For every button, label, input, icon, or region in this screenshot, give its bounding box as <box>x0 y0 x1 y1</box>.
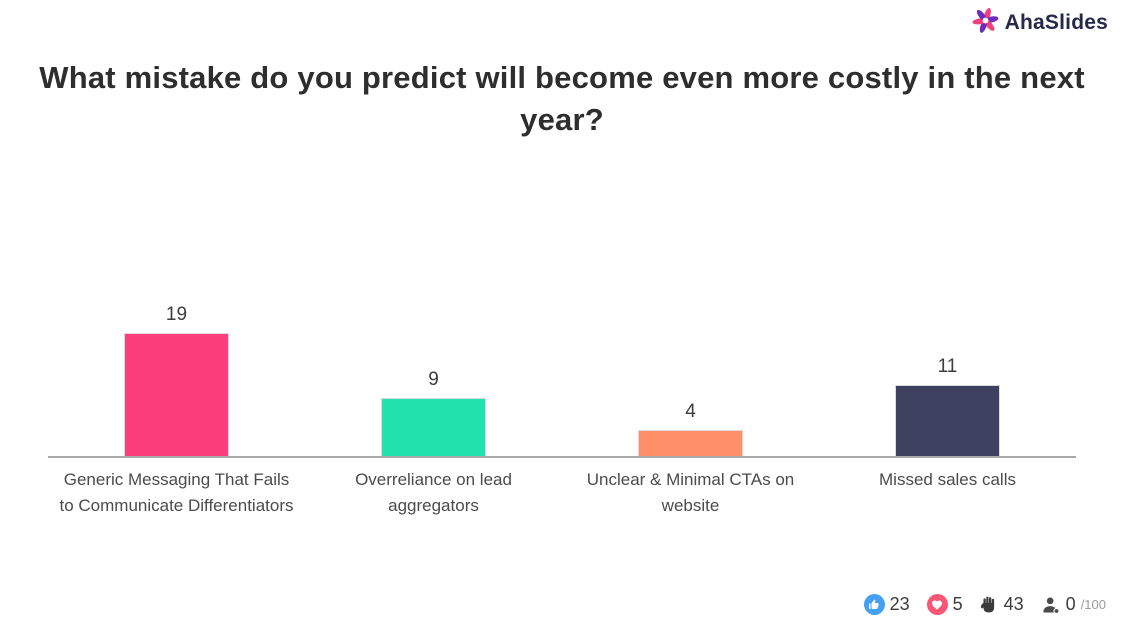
bar-slot: 4 <box>562 401 819 456</box>
bar-value-label: 19 <box>165 304 188 325</box>
raised-hands-count: 43 <box>1003 594 1024 614</box>
bar-slot: 11 <box>819 356 1076 456</box>
participants-max: /100 <box>1080 597 1106 612</box>
chart-plot-area: 19 9 4 11 <box>48 298 1076 456</box>
raised-hands-stat: 43 <box>980 594 1024 615</box>
bar <box>381 398 486 456</box>
participants-stat: 0/100 <box>1041 594 1106 615</box>
bar <box>124 333 229 456</box>
chart-baseline-axis <box>48 456 1076 458</box>
bar-value-label: 4 <box>685 401 696 422</box>
likes-count: 23 <box>889 594 910 614</box>
category-label: Generic Messaging That Fails to Communic… <box>59 470 294 516</box>
heart-icon <box>926 594 948 615</box>
ahaslides-logo-text: AhaSlides <box>1004 11 1108 34</box>
chart-category-labels: Generic Messaging That Fails to Communic… <box>48 467 1076 520</box>
reaction-stats-bar: 23 5 43 <box>863 594 1106 615</box>
bar-value-label: 9 <box>428 369 439 390</box>
likes-stat: 23 <box>863 594 910 615</box>
hearts-count: 5 <box>952 594 963 614</box>
bar-slot: 9 <box>305 369 562 456</box>
category-label: Overreliance on lead aggregators <box>355 470 512 516</box>
person-icon <box>1041 595 1061 615</box>
bar <box>895 385 1000 456</box>
raised-hand-icon <box>980 595 999 614</box>
bar-slot: 19 <box>48 304 305 456</box>
question-title: What mistake do you predict will become … <box>39 60 1085 138</box>
bar-chart: 19 9 4 11 Generic Messaging That Fails to C… <box>48 298 1076 520</box>
bar <box>638 430 743 456</box>
hearts-stat: 5 <box>926 594 963 615</box>
bar-value-label: 11 <box>937 356 958 377</box>
ahaslides-burst-icon <box>972 7 999 39</box>
thumbs-up-icon <box>863 594 885 615</box>
participants-count: 0 <box>1065 594 1076 614</box>
category-label: Missed sales calls <box>879 470 1016 489</box>
category-label: Unclear & Minimal CTAs on website <box>586 470 795 516</box>
ahaslides-logo: AhaSlides <box>972 7 1108 39</box>
